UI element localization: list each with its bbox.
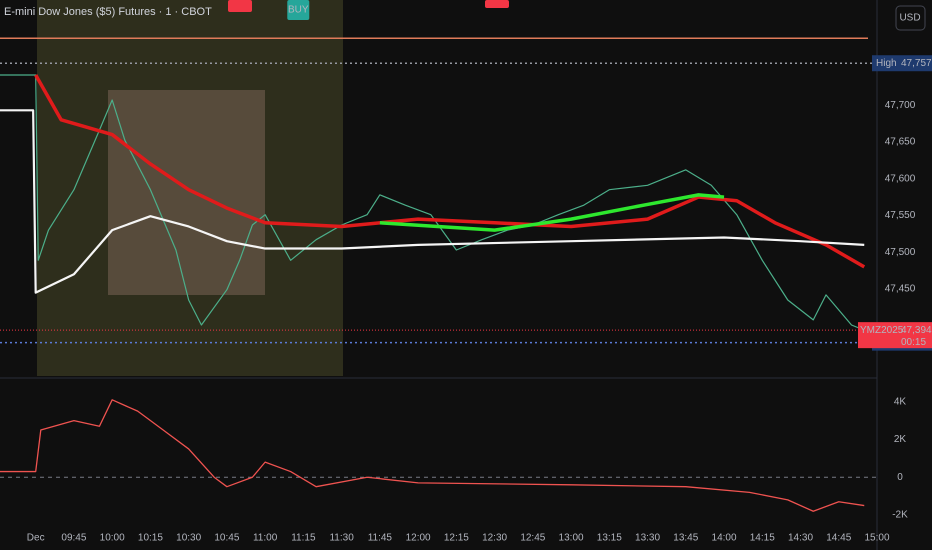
y-tick-label: 47,650 bbox=[885, 137, 916, 148]
x-tick-label: Dec bbox=[27, 533, 45, 544]
x-tick-label: 14:30 bbox=[788, 533, 813, 544]
y-tick-label: 4K bbox=[894, 396, 907, 407]
y-tick-label: -2K bbox=[892, 510, 908, 521]
currency[interactable]: USD bbox=[899, 13, 920, 24]
x-tick-label: 14:00 bbox=[712, 533, 737, 544]
series-line bbox=[34, 74, 866, 269]
level-name: High bbox=[876, 58, 897, 69]
level-tag bbox=[872, 55, 932, 72]
series-line bbox=[0, 109, 865, 294]
x-tick-label: 13:15 bbox=[597, 533, 622, 544]
last-price-name: YMZ2025 bbox=[860, 325, 904, 336]
countdown: 00:15 bbox=[901, 337, 926, 348]
x-tick-label: 11:30 bbox=[329, 533, 354, 544]
range-box bbox=[108, 90, 265, 295]
x-tick-label: 11:00 bbox=[253, 533, 278, 544]
y-tick-label: 47,450 bbox=[885, 284, 916, 295]
x-tick-label: 09:45 bbox=[61, 533, 86, 544]
signal-text: BUY bbox=[288, 5, 309, 16]
last-price-value: 47,394 bbox=[901, 325, 932, 336]
x-tick-label: 14:15 bbox=[750, 533, 775, 544]
x-tick-label: 12:00 bbox=[406, 533, 431, 544]
y-tick-label: 47,550 bbox=[885, 210, 916, 221]
series-line bbox=[379, 193, 725, 232]
x-tick-label: 13:30 bbox=[635, 533, 660, 544]
x-tick-label: 12:30 bbox=[482, 533, 507, 544]
last-price-tag bbox=[858, 322, 932, 349]
x-tick-label: 13:00 bbox=[559, 533, 584, 544]
x-tick-label: 12:15 bbox=[444, 533, 469, 544]
y-tick-label: 47,500 bbox=[885, 247, 916, 258]
x-tick-label: 10:45 bbox=[214, 533, 239, 544]
x-tick-label: 11:15 bbox=[291, 533, 316, 544]
x-tick-label: 10:00 bbox=[100, 533, 125, 544]
x-tick-label: 11:45 bbox=[368, 533, 393, 544]
y-tick-label: 2K bbox=[894, 434, 907, 445]
x-tick-label: 10:15 bbox=[138, 533, 163, 544]
level-value: 47,757 bbox=[901, 58, 932, 69]
chart-title: E-mini Dow Jones ($5) Futures · 1 · CBOT bbox=[4, 6, 212, 18]
y-tick-label: 47,700 bbox=[885, 100, 916, 111]
x-tick-label: 15:00 bbox=[864, 533, 889, 544]
signal-marker bbox=[287, 0, 310, 20]
x-tick-label: 13:45 bbox=[673, 533, 698, 544]
series-line bbox=[0, 399, 865, 512]
sell-marker bbox=[228, 0, 252, 12]
x-tick-label: 12:45 bbox=[520, 533, 545, 544]
currency-button[interactable] bbox=[895, 5, 926, 31]
x-tick-label: 10:30 bbox=[176, 533, 201, 544]
y-tick-label: 0 bbox=[897, 472, 903, 483]
sell-marker bbox=[485, 0, 509, 8]
y-tick-label: 47,600 bbox=[885, 173, 916, 184]
x-tick-label: 14:45 bbox=[826, 533, 851, 544]
